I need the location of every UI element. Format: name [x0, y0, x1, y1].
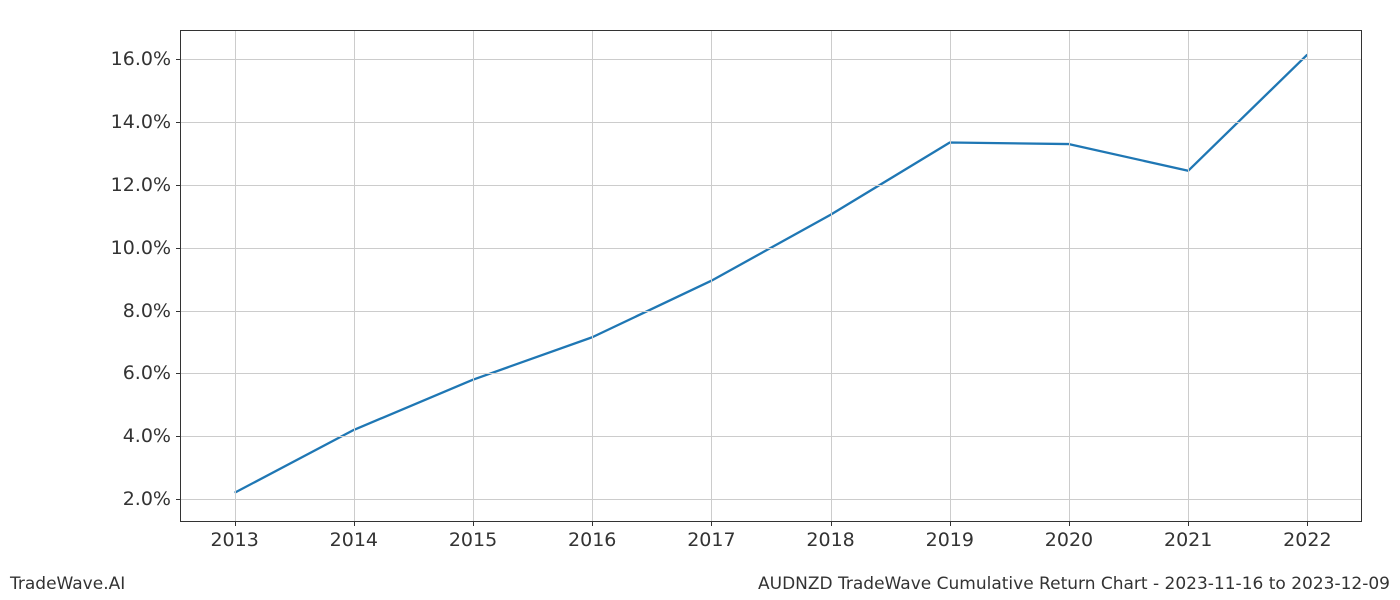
y-tick-label: 6.0%	[123, 362, 181, 384]
y-tick-label: 2.0%	[123, 488, 181, 510]
gridline-h	[181, 311, 1361, 312]
gridline-v	[235, 31, 236, 521]
gridline-v	[1307, 31, 1308, 521]
x-tick-label: 2018	[806, 521, 854, 551]
footer-right-label: AUDNZD TradeWave Cumulative Return Chart…	[758, 574, 1390, 594]
gridline-v	[592, 31, 593, 521]
x-tick-label: 2019	[926, 521, 974, 551]
y-tick-label: 12.0%	[111, 174, 181, 196]
y-tick-label: 16.0%	[111, 48, 181, 70]
y-tick-label: 8.0%	[123, 300, 181, 322]
y-tick-label: 14.0%	[111, 111, 181, 133]
gridline-h	[181, 499, 1361, 500]
series-line-cumulative-return	[235, 55, 1308, 493]
x-tick-label: 2022	[1283, 521, 1331, 551]
x-tick-label: 2015	[449, 521, 497, 551]
x-tick-label: 2020	[1045, 521, 1093, 551]
plot-area: 2.0%4.0%6.0%8.0%10.0%12.0%14.0%16.0%2013…	[180, 30, 1362, 522]
gridline-v	[950, 31, 951, 521]
y-tick-label: 4.0%	[123, 425, 181, 447]
x-tick-label: 2021	[1164, 521, 1212, 551]
gridline-v	[1188, 31, 1189, 521]
gridline-h	[181, 373, 1361, 374]
footer-left-label: TradeWave.AI	[10, 574, 125, 594]
gridline-h	[181, 185, 1361, 186]
gridline-v	[473, 31, 474, 521]
y-tick-label: 10.0%	[111, 237, 181, 259]
line-layer	[181, 31, 1361, 521]
gridline-v	[354, 31, 355, 521]
chart-container: 2.0% 4.0% 6.0% 8.0% 10.0% 12.0% 14.0% 16.0% 2013…	[0, 0, 1400, 600]
x-tick-label: 2016	[568, 521, 616, 551]
gridline-h	[181, 122, 1361, 123]
gridline-v	[1069, 31, 1070, 521]
x-tick-label: 2013	[210, 521, 258, 551]
gridline-h	[181, 59, 1361, 60]
gridline-h	[181, 436, 1361, 437]
gridline-v	[711, 31, 712, 521]
gridline-v	[831, 31, 832, 521]
x-tick-label: 2017	[687, 521, 735, 551]
gridline-h	[181, 248, 1361, 249]
x-tick-label: 2014	[330, 521, 378, 551]
